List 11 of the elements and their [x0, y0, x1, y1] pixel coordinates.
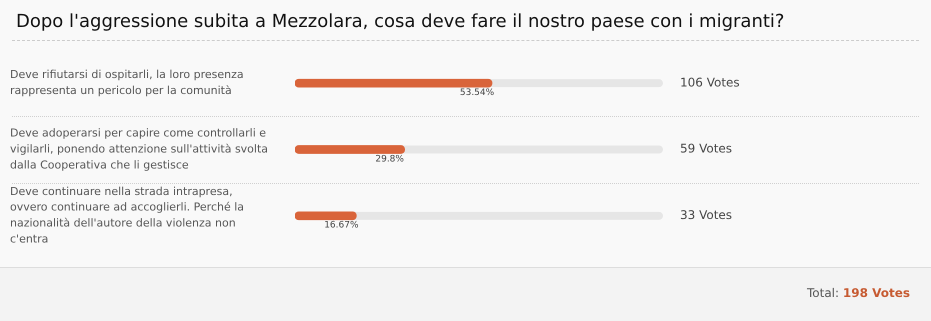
y-tick-label: Deve rifiutarsi di ospitarli, la loro presenza rappresenta un pericolo per la comunità [10, 68, 244, 97]
text: 33 Votes [680, 208, 732, 222]
chart-title: Dopo l'aggressione subita a Mezzolara, cosa deve fare il nostro paese con i migranti? [16, 11, 784, 32]
text: Total: 198 Votes [806, 286, 910, 300]
y-tick-label: Deve continuare nella strada intrapresa, ovvero continuare ad accoglierli. Perché la nazionalità dell'autore della violenza non c'entra [10, 184, 244, 246]
text: 59 Votes [680, 142, 732, 156]
data-label: 53.54% [460, 88, 495, 98]
data-label: 29.8% [375, 154, 404, 164]
text: 106 Votes [680, 75, 740, 90]
y-tick-label: Deve adoperarsi per capire come controllarli e vigilarli, ponendo attenzione sull'attività svolta dalla Cooperativa che li gestisce [10, 126, 268, 172]
data-label: 16.67% [324, 220, 359, 231]
